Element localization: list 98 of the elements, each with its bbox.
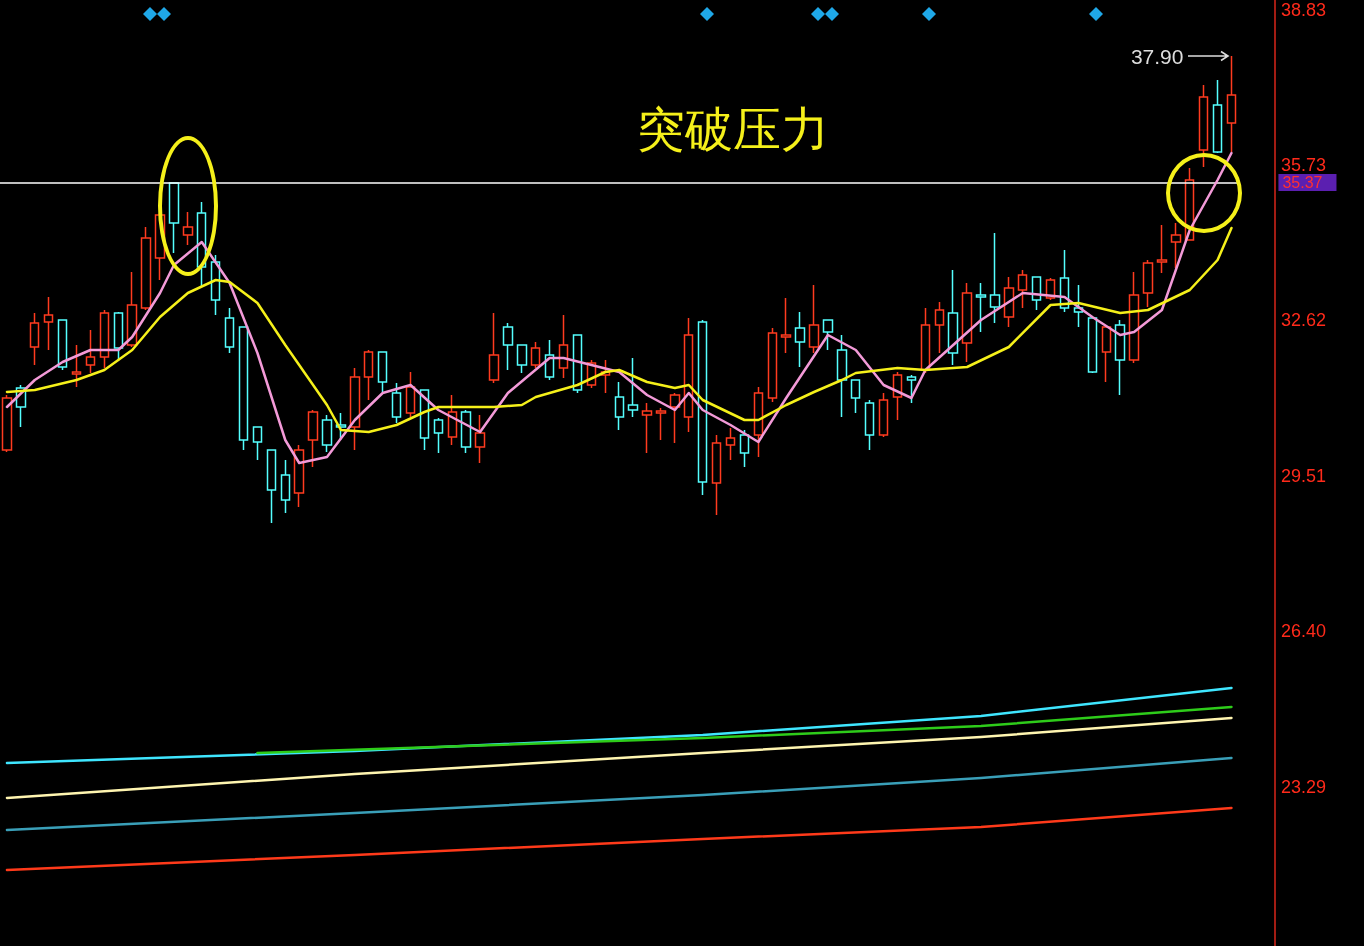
line-series <box>256 705 1233 755</box>
candlestick <box>71 344 82 388</box>
candlestick <box>1114 319 1126 396</box>
candlestick <box>1170 222 1182 269</box>
candlestick <box>43 296 54 351</box>
candlestick <box>586 359 597 389</box>
candlestick <box>474 414 486 464</box>
candlestick <box>850 379 861 414</box>
candlestick <box>947 269 959 366</box>
candlestick <box>934 301 945 354</box>
candlestick <box>794 311 806 368</box>
candlestick <box>488 312 500 384</box>
candlestick <box>182 211 194 246</box>
y-tick-label: 29.51 <box>1281 465 1327 486</box>
ref-line-label: 35.37 <box>1282 174 1323 191</box>
candlestick <box>711 434 722 516</box>
line-series <box>5 226 1233 434</box>
candlestick <box>57 319 68 371</box>
candlestick <box>641 402 653 454</box>
candlestick <box>558 314 569 379</box>
candlestick <box>252 426 263 461</box>
candlestick <box>1003 276 1015 328</box>
candlestick <box>544 339 555 381</box>
candlestick <box>447 394 458 446</box>
candlestick <box>349 367 361 451</box>
y-tick-label: 35.73 <box>1281 154 1327 175</box>
candlestick <box>808 284 820 354</box>
line-series <box>5 806 1233 872</box>
y-tick-label: 23.29 <box>1281 776 1327 797</box>
candlestick <box>196 201 207 288</box>
candlestick <box>29 312 40 366</box>
candlestick <box>572 334 583 394</box>
candlestick <box>266 449 277 524</box>
candlestick <box>697 319 708 496</box>
candlestick <box>140 226 152 311</box>
candlestick <box>1059 249 1070 313</box>
candlestick <box>238 326 249 451</box>
candlestick <box>627 357 639 418</box>
candlestick <box>989 232 1001 324</box>
candlestick <box>460 409 472 454</box>
candlestick <box>1156 224 1168 274</box>
candlestick <box>906 374 917 404</box>
candlestick <box>836 334 848 418</box>
candlestick <box>878 392 889 438</box>
candlestick <box>1045 277 1056 301</box>
candlestick <box>530 341 541 369</box>
candlestick <box>126 271 138 348</box>
candlestick <box>405 371 416 418</box>
annotation: 突破压力 <box>637 102 829 156</box>
candlestick <box>961 282 973 363</box>
candlestick <box>1101 324 1112 383</box>
candlestick <box>433 417 444 454</box>
candlestick <box>321 414 333 453</box>
y-tick-label: 26.40 <box>1281 621 1327 641</box>
candlestick <box>1184 167 1195 241</box>
line-series <box>5 716 1233 800</box>
candlestick <box>864 399 875 451</box>
candlestick <box>99 309 110 369</box>
candlestick <box>391 382 402 424</box>
candlestick <box>280 459 291 514</box>
candlestick <box>655 407 667 441</box>
candlestick <box>85 329 96 374</box>
candlestick <box>419 389 430 451</box>
candlestick <box>725 427 736 461</box>
candlestick <box>683 317 694 433</box>
candlestick <box>614 381 625 431</box>
candlestick <box>753 386 764 458</box>
y-tick-label: 32.62 <box>1281 310 1327 330</box>
candlestick <box>739 429 750 468</box>
annotation: 37.90 <box>1130 44 1184 68</box>
line-series <box>5 151 1233 465</box>
candlestick <box>307 409 319 468</box>
candlestick <box>1198 84 1209 168</box>
candlestick <box>600 359 611 394</box>
candlestick <box>1031 276 1042 311</box>
candlestick <box>1 394 13 453</box>
candlestick <box>892 371 903 421</box>
candlestick <box>1142 259 1154 308</box>
candlestick <box>780 297 792 354</box>
candlestick <box>293 444 305 508</box>
candlestick <box>516 344 528 374</box>
candlestick <box>210 254 221 316</box>
candlestick <box>224 307 235 354</box>
candlestick <box>1212 79 1223 154</box>
candlestick <box>669 392 681 444</box>
candlestick <box>1226 55 1237 153</box>
line-series <box>5 756 1233 832</box>
candlestick <box>15 384 27 428</box>
candlestick <box>377 351 388 393</box>
y-tick-label: 38.83 <box>1281 0 1327 20</box>
candlestick <box>1128 271 1140 364</box>
candlestick <box>767 327 778 403</box>
candlestick <box>363 349 374 401</box>
candlestick <box>975 282 987 333</box>
candlestick <box>502 322 514 371</box>
candlestick <box>1087 317 1098 374</box>
candlestick <box>1017 269 1028 309</box>
candlestick <box>168 181 180 254</box>
